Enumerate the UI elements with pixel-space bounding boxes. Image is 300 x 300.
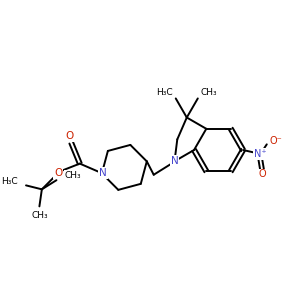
Text: O⁻: O⁻	[270, 136, 282, 146]
Text: CH₃: CH₃	[65, 171, 82, 180]
Text: O: O	[258, 169, 266, 179]
Text: O: O	[54, 168, 62, 178]
Text: N: N	[99, 168, 107, 178]
Text: N: N	[171, 156, 178, 166]
Text: O: O	[65, 131, 74, 141]
Text: CH₃: CH₃	[201, 88, 217, 97]
Text: N⁺: N⁺	[254, 149, 266, 159]
Text: H₃C: H₃C	[156, 88, 173, 97]
Text: H₃C: H₃C	[1, 177, 17, 186]
Text: CH₃: CH₃	[31, 211, 48, 220]
